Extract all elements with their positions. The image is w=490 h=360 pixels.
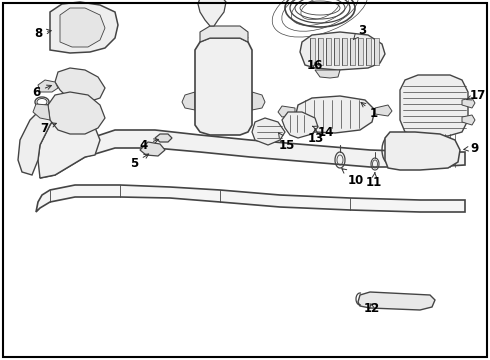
Polygon shape (50, 2, 118, 53)
Text: 10: 10 (342, 169, 364, 186)
Polygon shape (282, 112, 318, 138)
Text: 14: 14 (313, 126, 334, 139)
Text: 3: 3 (353, 23, 366, 40)
Text: 11: 11 (366, 172, 382, 189)
Polygon shape (198, 0, 226, 26)
Polygon shape (385, 132, 460, 170)
Polygon shape (182, 92, 195, 110)
Polygon shape (252, 92, 265, 110)
Text: 16: 16 (307, 59, 323, 72)
Polygon shape (349, 38, 362, 50)
Polygon shape (195, 38, 252, 135)
Polygon shape (310, 38, 315, 65)
Polygon shape (278, 106, 295, 117)
Polygon shape (38, 105, 100, 178)
Text: 5: 5 (130, 154, 148, 170)
Text: 7: 7 (40, 122, 56, 135)
Text: 1: 1 (361, 103, 378, 120)
Polygon shape (375, 105, 392, 116)
Polygon shape (36, 185, 465, 212)
Polygon shape (295, 96, 375, 133)
Polygon shape (38, 80, 58, 92)
Polygon shape (55, 68, 105, 102)
Polygon shape (318, 38, 323, 65)
Polygon shape (462, 98, 475, 108)
Bar (205, 82, 245, 112)
Polygon shape (374, 38, 379, 65)
Polygon shape (48, 92, 105, 134)
Polygon shape (300, 32, 385, 70)
Polygon shape (315, 70, 340, 78)
Polygon shape (140, 142, 165, 156)
Text: 17: 17 (467, 89, 486, 102)
Polygon shape (342, 38, 347, 65)
Polygon shape (230, 28, 248, 38)
Polygon shape (358, 38, 363, 65)
Polygon shape (252, 118, 285, 145)
Polygon shape (358, 292, 435, 310)
Polygon shape (462, 115, 475, 125)
Text: 15: 15 (279, 133, 295, 152)
Text: 12: 12 (364, 302, 380, 315)
Polygon shape (366, 38, 371, 65)
Text: 2: 2 (0, 359, 1, 360)
Polygon shape (18, 105, 60, 175)
Polygon shape (210, 28, 230, 38)
Bar (205, 55, 245, 75)
Polygon shape (60, 8, 105, 47)
Polygon shape (40, 130, 465, 178)
Polygon shape (350, 38, 355, 65)
Polygon shape (200, 26, 248, 42)
Polygon shape (326, 38, 331, 65)
Text: 4: 4 (140, 139, 158, 152)
Text: 6: 6 (32, 85, 51, 99)
Polygon shape (334, 38, 339, 65)
Text: 13: 13 (308, 129, 324, 144)
Text: 9: 9 (464, 141, 478, 154)
Polygon shape (400, 75, 468, 136)
Polygon shape (155, 134, 172, 142)
Text: 8: 8 (34, 27, 51, 40)
Polygon shape (33, 104, 50, 120)
